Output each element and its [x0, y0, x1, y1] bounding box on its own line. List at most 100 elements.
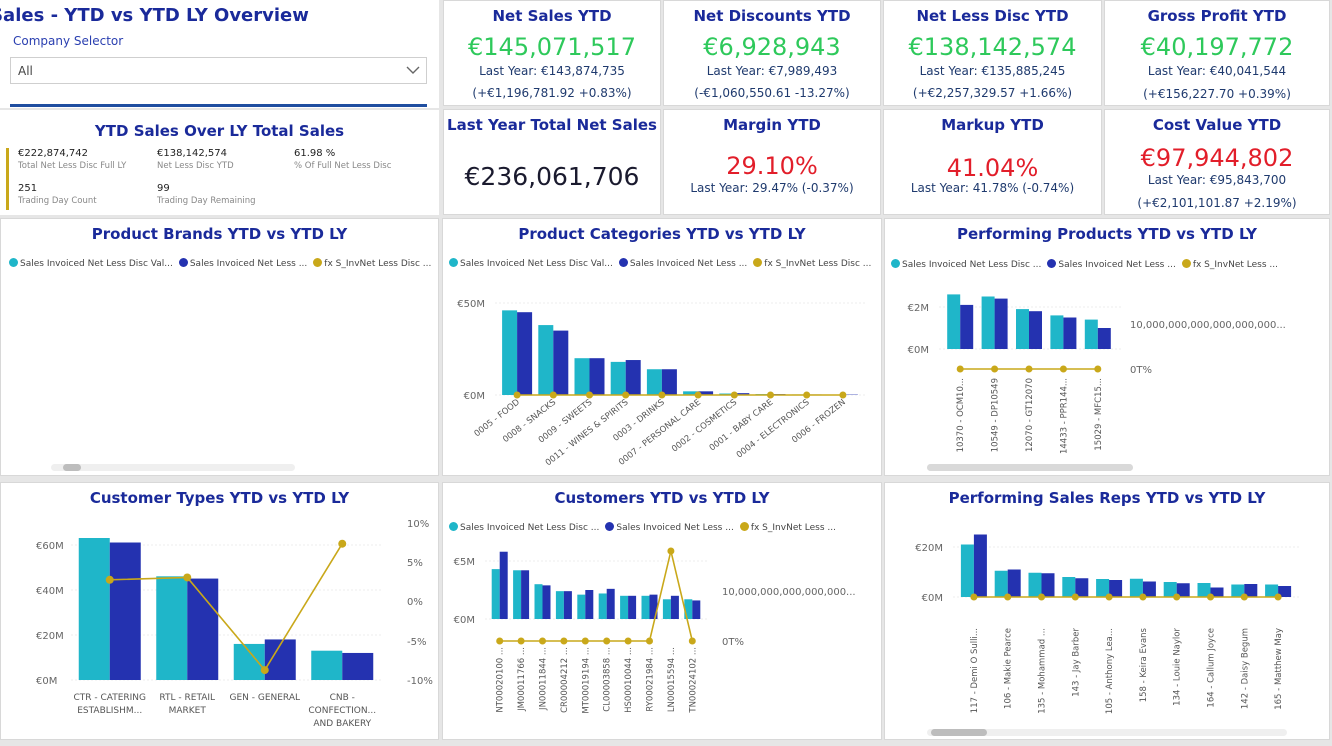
- chart-title: Customers YTD vs YTD LY: [554, 489, 770, 507]
- bar-ly: [670, 595, 679, 619]
- legend-label: fx S_InvNet Less ...: [1192, 260, 1278, 270]
- x-tick-label: RTL - RETAIL: [159, 693, 215, 703]
- bar-ytd: [538, 325, 554, 395]
- scrollbar-thumb[interactable]: [63, 464, 81, 471]
- accent-bar: [6, 148, 9, 210]
- kpi-last-year: Last Year: €40,041,544: [1147, 64, 1287, 78]
- scrollbar-thumb[interactable]: [927, 464, 1133, 471]
- legend-item[interactable]: Sales Invoiced Net Less Disc Val...: [449, 258, 613, 269]
- trend-point: [767, 391, 774, 399]
- legend-label: fx S_InvNet Less Disc ...: [324, 259, 432, 269]
- bar-ly: [1063, 317, 1077, 349]
- legend-item[interactable]: fx S_InvNet Less Disc ...: [313, 258, 431, 269]
- x-tick-label: 106 - Makie Pearce: [1004, 628, 1014, 709]
- horizontal-scrollbar[interactable]: [927, 729, 1287, 736]
- y-right-tick-label: 0%: [407, 597, 423, 608]
- company-selector-label: Company Selector: [13, 34, 124, 48]
- trend-point: [1207, 593, 1214, 601]
- header-divider: [10, 104, 427, 107]
- x-tick-label: 143 - Jay Barber: [1071, 627, 1081, 696]
- y-tick-label: €40M: [36, 586, 64, 597]
- bar-ly: [734, 393, 750, 395]
- x-tick-label: 134 - Louie Naylor: [1173, 628, 1183, 706]
- bar-ytd: [1096, 579, 1110, 597]
- trend-point: [560, 637, 568, 645]
- bar-ly: [994, 298, 1008, 349]
- trend-point: [1038, 593, 1045, 601]
- legend-item[interactable]: Sales Invoiced Net Less ...: [1047, 259, 1176, 270]
- kpi-last-year: Last Year: €143,874,735: [479, 64, 625, 78]
- trend-point: [658, 391, 666, 399]
- y-tick-label: €60M: [36, 541, 64, 552]
- y-right-tick-label: 0T%: [722, 637, 744, 648]
- bar-ly: [1041, 573, 1055, 597]
- chart-legend: Sales Invoiced Net Less Disc Val... Sale…: [9, 258, 431, 269]
- bar-ly: [517, 312, 533, 395]
- bar-ytd: [311, 650, 343, 680]
- x-tick-label: JM00011766 ...: [517, 647, 527, 712]
- x-tick-label: 0002 - COSMETICS: [670, 397, 739, 454]
- bar-ly: [649, 594, 658, 619]
- bar-ytd: [662, 599, 671, 619]
- y-right-tick-label: 10,000,000,000,000,000,000...: [1130, 320, 1286, 331]
- kpi-cost-value: Cost Value YTD €97,944,802 Last Year: €9…: [1104, 109, 1330, 215]
- trend-point: [956, 365, 964, 373]
- bar-ly: [960, 304, 974, 349]
- y-right-tick-label: 0T%: [1130, 365, 1152, 376]
- bar-ly: [1278, 586, 1292, 597]
- bar-ytd: [641, 595, 650, 619]
- kpi-value: 29.10%: [726, 152, 818, 180]
- trend-line: [499, 550, 694, 642]
- legend-item[interactable]: Sales Invoiced Net Less Disc ...: [449, 522, 599, 533]
- bar-ytd: [1050, 315, 1064, 349]
- stat-trading-day-remaining: 99 Trading Day Remaining: [157, 183, 256, 206]
- stat-pct-full: 61.98 % % Of Full Net Less Disc: [294, 148, 391, 171]
- bar-ly: [1142, 581, 1156, 597]
- scrollbar-thumb[interactable]: [931, 729, 987, 736]
- horizontal-scrollbar[interactable]: [51, 464, 295, 471]
- x-tick-label: 10370 - OCM10...: [956, 378, 966, 452]
- x-tick-label: NT00020100 ...: [496, 647, 506, 713]
- x-tick-label: TN00024102 ...: [688, 647, 698, 714]
- stat-label: Trading Day Count: [18, 196, 97, 206]
- bar-ytd: [1197, 583, 1211, 597]
- trend-point: [622, 391, 630, 399]
- x-tick-label: 164 - Callum Joyce: [1207, 628, 1217, 708]
- legend-item[interactable]: fx S_InvNet Less ...: [739, 522, 836, 533]
- bar-ly: [628, 595, 637, 619]
- stat-total-full-ly: €222,874,742 Total Net Less Disc Full LY: [18, 148, 126, 171]
- legend-item[interactable]: Sales Invoiced Net Less ...: [618, 258, 747, 269]
- trend-point: [991, 365, 999, 373]
- bar-ly: [499, 551, 508, 619]
- stat-value: 251: [18, 183, 38, 194]
- company-selector-dropdown[interactable]: All: [10, 57, 427, 84]
- trend-point: [970, 593, 978, 601]
- chart-svg-customers: €5M €0M 10,000,000,000,000,000... 0T% NT0002…: [454, 547, 856, 714]
- legend-item[interactable]: fx S_InvNet Less Disc ...: [753, 258, 871, 269]
- legend-item[interactable]: Sales Invoiced Net Less ...: [605, 522, 734, 533]
- trend-point: [646, 637, 653, 645]
- bar-ly: [589, 358, 605, 395]
- chart-title: Product Brands YTD vs YTD LY: [91, 225, 348, 243]
- ytd-over-ly-card: YTD Sales Over LY Total Sales €222,874,7…: [0, 110, 439, 215]
- legend-item[interactable]: Sales Invoiced Net Less Disc ...: [891, 259, 1041, 270]
- chart-svg-sales-reps: €20M €0M 117 - Demi O Sulli... 106 - Makie …: [915, 534, 1301, 714]
- bar-ytd: [684, 599, 693, 619]
- bar-ytd: [502, 310, 518, 395]
- legend-item[interactable]: Sales Invoiced Net Less Disc Val...: [9, 258, 173, 269]
- legend-item[interactable]: Sales Invoiced Net Less ...: [178, 258, 307, 269]
- legend-item[interactable]: fx S_InvNet Less ...: [1181, 259, 1278, 270]
- kpi-value: €138,142,574: [908, 33, 1077, 61]
- kpi-title: Last Year Total Net Sales: [447, 116, 657, 134]
- x-tick-label: CONFECTION...: [308, 706, 376, 716]
- kpi-title: Net Discounts YTD: [693, 7, 851, 25]
- kpi-delta: (-€1,060,550.61 -13.27%): [694, 86, 850, 100]
- x-tick-label: 14433 - PPR144...: [1059, 378, 1069, 454]
- trend-point: [1004, 593, 1012, 601]
- kpi-title: Gross Profit YTD: [1147, 7, 1287, 25]
- x-tick-label: 142 - Daisy Begum: [1240, 628, 1250, 709]
- bar-ly: [342, 652, 374, 680]
- chart-svg-products: €2M €0M 10,000,000,000,000,000,000... 0T% 10…: [908, 294, 1286, 454]
- x-tick-label: CL00003858 ...: [603, 647, 613, 712]
- trend-point: [1059, 365, 1067, 373]
